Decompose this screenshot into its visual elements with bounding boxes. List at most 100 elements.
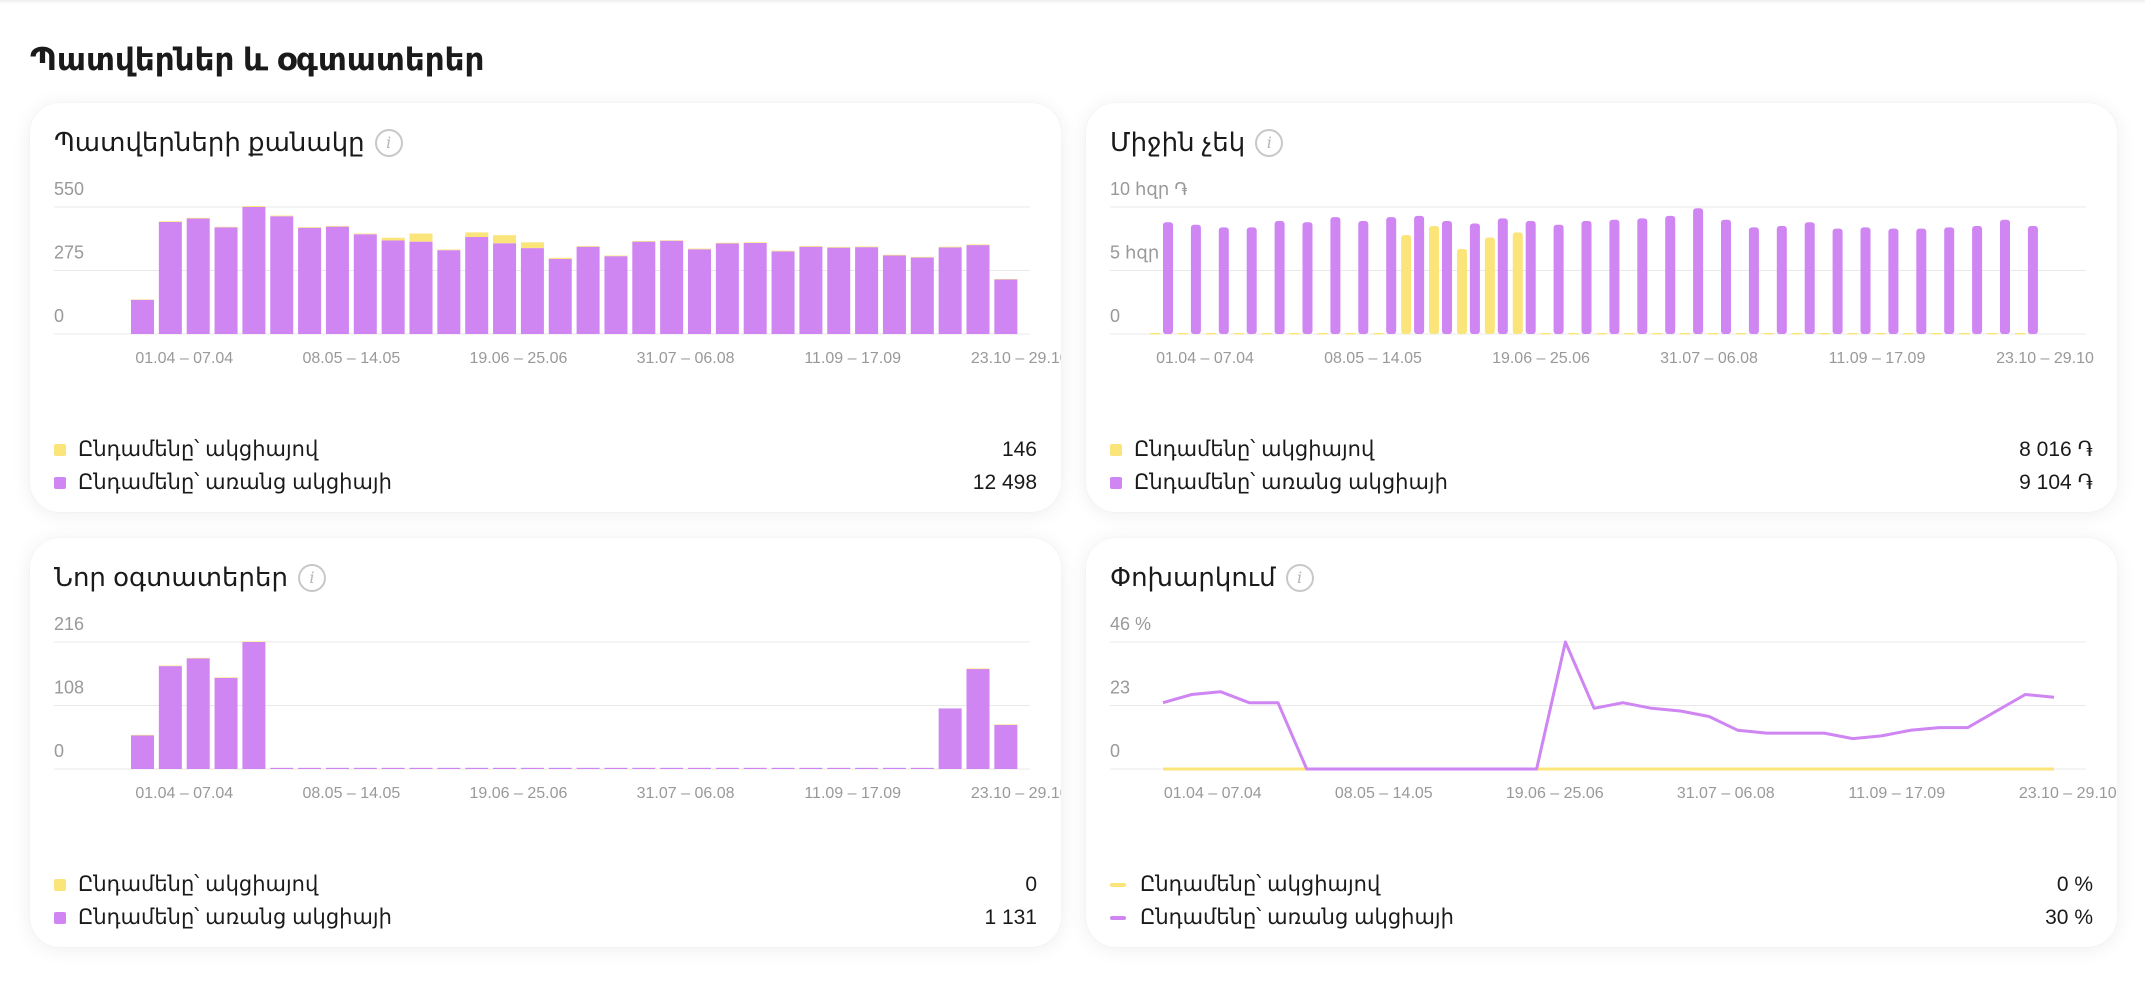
bar-no-promo <box>1414 215 1425 334</box>
legend-item-promo[interactable]: Ընդամենը՝ ակցիայով 8 016 ֏ <box>1110 433 2093 466</box>
bar-no-promo <box>743 243 767 334</box>
bar-no-promo <box>882 255 906 334</box>
legend-item-promo[interactable]: Ընդամենը՝ ակցիայով 0 % <box>1110 868 2093 901</box>
bar-promo <box>493 235 517 244</box>
bar-no-promo <box>1665 215 1676 334</box>
bar-no-promo <box>1469 223 1480 334</box>
bar-no-promo <box>520 767 544 769</box>
bar-no-promo <box>2027 226 2038 334</box>
card-title: Պատվերների քանակը <box>54 127 365 157</box>
legend-value: 8 016 ֏ <box>2019 437 2093 461</box>
bar-no-promo <box>158 222 182 334</box>
bar-promo <box>520 242 544 249</box>
info-icon[interactable]: i <box>297 563 326 592</box>
bar-promo <box>242 641 266 642</box>
y-tick-label: 108 <box>54 678 84 698</box>
bar-no-promo <box>771 251 795 334</box>
legend-swatch <box>1110 915 1126 920</box>
bar-promo <box>1596 333 1607 335</box>
bar-promo <box>1233 333 1244 335</box>
orders-count-card: Պատվերների քանակը i 0 275 550 01.04 – 07.04… <box>30 103 1061 512</box>
bar-promo <box>1568 333 1579 335</box>
bar-no-promo <box>855 767 879 769</box>
x-tick-label: 31.07 – 06.08 <box>1660 350 1758 367</box>
x-tick-label: 23.10 – 29.10 <box>1996 350 2094 367</box>
bar-no-promo <box>1218 227 1229 334</box>
legend-item-promo[interactable]: Ընդամենը՝ ակցիայով 146 <box>54 433 1037 466</box>
bar-no-promo <box>353 234 377 334</box>
bar-no-promo <box>186 218 210 334</box>
y-tick-label: 275 <box>54 243 84 263</box>
bar-promo <box>1791 333 1802 335</box>
bar-promo <box>1987 333 1998 335</box>
bar-no-promo <box>994 724 1018 769</box>
card-title: Միջին չեկ <box>1110 127 1246 157</box>
new-users-card: Նոր օգտատերեր i 0 108 216 01.04 – 07.04 08.0… <box>30 538 1061 947</box>
info-icon[interactable]: i <box>374 128 403 157</box>
y-tick-label: 46 % <box>1110 614 1151 634</box>
legend-value: 0 <box>1025 872 1037 896</box>
bar-no-promo <box>632 241 656 334</box>
bar-no-promo <box>1358 220 1369 334</box>
bar-promo <box>1735 333 1746 335</box>
bar-no-promo <box>2000 219 2010 334</box>
bar-promo <box>1512 232 1523 334</box>
bar-no-promo <box>632 767 656 769</box>
info-icon[interactable]: i <box>1255 128 1284 157</box>
bar-no-promo <box>409 767 433 769</box>
top-divider <box>0 0 2145 4</box>
bar-promo <box>270 215 294 217</box>
x-tick-label: 19.06 – 25.06 <box>1492 350 1590 367</box>
y-tick-label: 550 <box>54 179 84 199</box>
bar-no-promo <box>1637 218 1648 334</box>
legend-item-no-promo[interactable]: Ընդամենը՝ առանց ակցիայի 1 131 <box>54 901 1037 934</box>
bar-no-promo <box>799 246 823 334</box>
bar-no-promo <box>1916 228 1927 334</box>
bar-no-promo <box>1497 218 1508 334</box>
bar-promo <box>381 237 405 241</box>
x-tick-label: 23.10 – 29.10 <box>971 785 1061 802</box>
bar-no-promo <box>799 767 823 769</box>
legend-item-no-promo[interactable]: Ընդամենը՝ առանց ակցիայի 30 % <box>1110 901 2093 934</box>
legend-label: Ընդամենը՝ առանց ակցիայի <box>1134 471 1448 494</box>
bar-promo <box>437 249 461 251</box>
legend-swatch <box>1110 882 1126 887</box>
bar-no-promo <box>604 256 628 334</box>
bar-promo <box>576 246 600 247</box>
legend-value: 9 104 ֏ <box>2019 470 2093 494</box>
bar-no-promo <box>1553 224 1564 334</box>
bar-no-promo <box>771 767 795 769</box>
y-tick-label: 216 <box>54 614 84 634</box>
legend-label: Ընդամենը՝ ակցիայով <box>1134 438 1375 461</box>
bar-promo <box>938 246 962 248</box>
legend-value: 1 131 <box>984 905 1037 929</box>
bar-no-promo <box>688 767 711 769</box>
legend-swatch <box>54 476 66 489</box>
bar-promo <box>1484 237 1495 334</box>
bar-promo <box>715 242 739 244</box>
bar-no-promo <box>688 249 711 334</box>
bar-no-promo <box>465 237 489 334</box>
info-icon[interactable]: i <box>1285 563 1314 592</box>
y-tick-label: 23 <box>1110 678 1130 698</box>
bar-no-promo <box>576 246 600 334</box>
bar-promo <box>325 225 349 227</box>
bar-no-promo <box>1386 217 1397 334</box>
legend-label: Ընդամենը՝ առանց ակցիայի <box>78 471 392 494</box>
bar-promo <box>1903 333 1914 335</box>
bar-no-promo <box>1274 220 1285 334</box>
bar-promo <box>743 242 767 244</box>
legend-item-no-promo[interactable]: Ընդամենը՝ առանց ակցիայի 12 498 <box>54 466 1037 499</box>
y-tick-label: 0 <box>54 741 64 761</box>
legend-item-no-promo[interactable]: Ընդամենը՝ առանց ակցիայի 9 104 ֏ <box>1110 466 2093 499</box>
legend-item-promo[interactable]: Ընդամենը՝ ակցիայով 0 <box>54 868 1037 901</box>
bar-no-promo <box>214 677 238 769</box>
new-users-chart: 0 108 216 01.04 – 07.04 08.05 – 14.05 19.06 –… <box>54 614 1061 802</box>
bar-promo <box>1680 333 1691 335</box>
bar-promo <box>465 232 489 238</box>
x-tick-label: 11.09 – 17.09 <box>804 785 901 802</box>
section-title: Պատվերներ և օգտատերեր <box>30 42 485 77</box>
x-tick-label: 01.04 – 07.04 <box>1156 350 1254 367</box>
legend-label: Ընդամենը՝ ակցիայով <box>1140 873 1381 896</box>
